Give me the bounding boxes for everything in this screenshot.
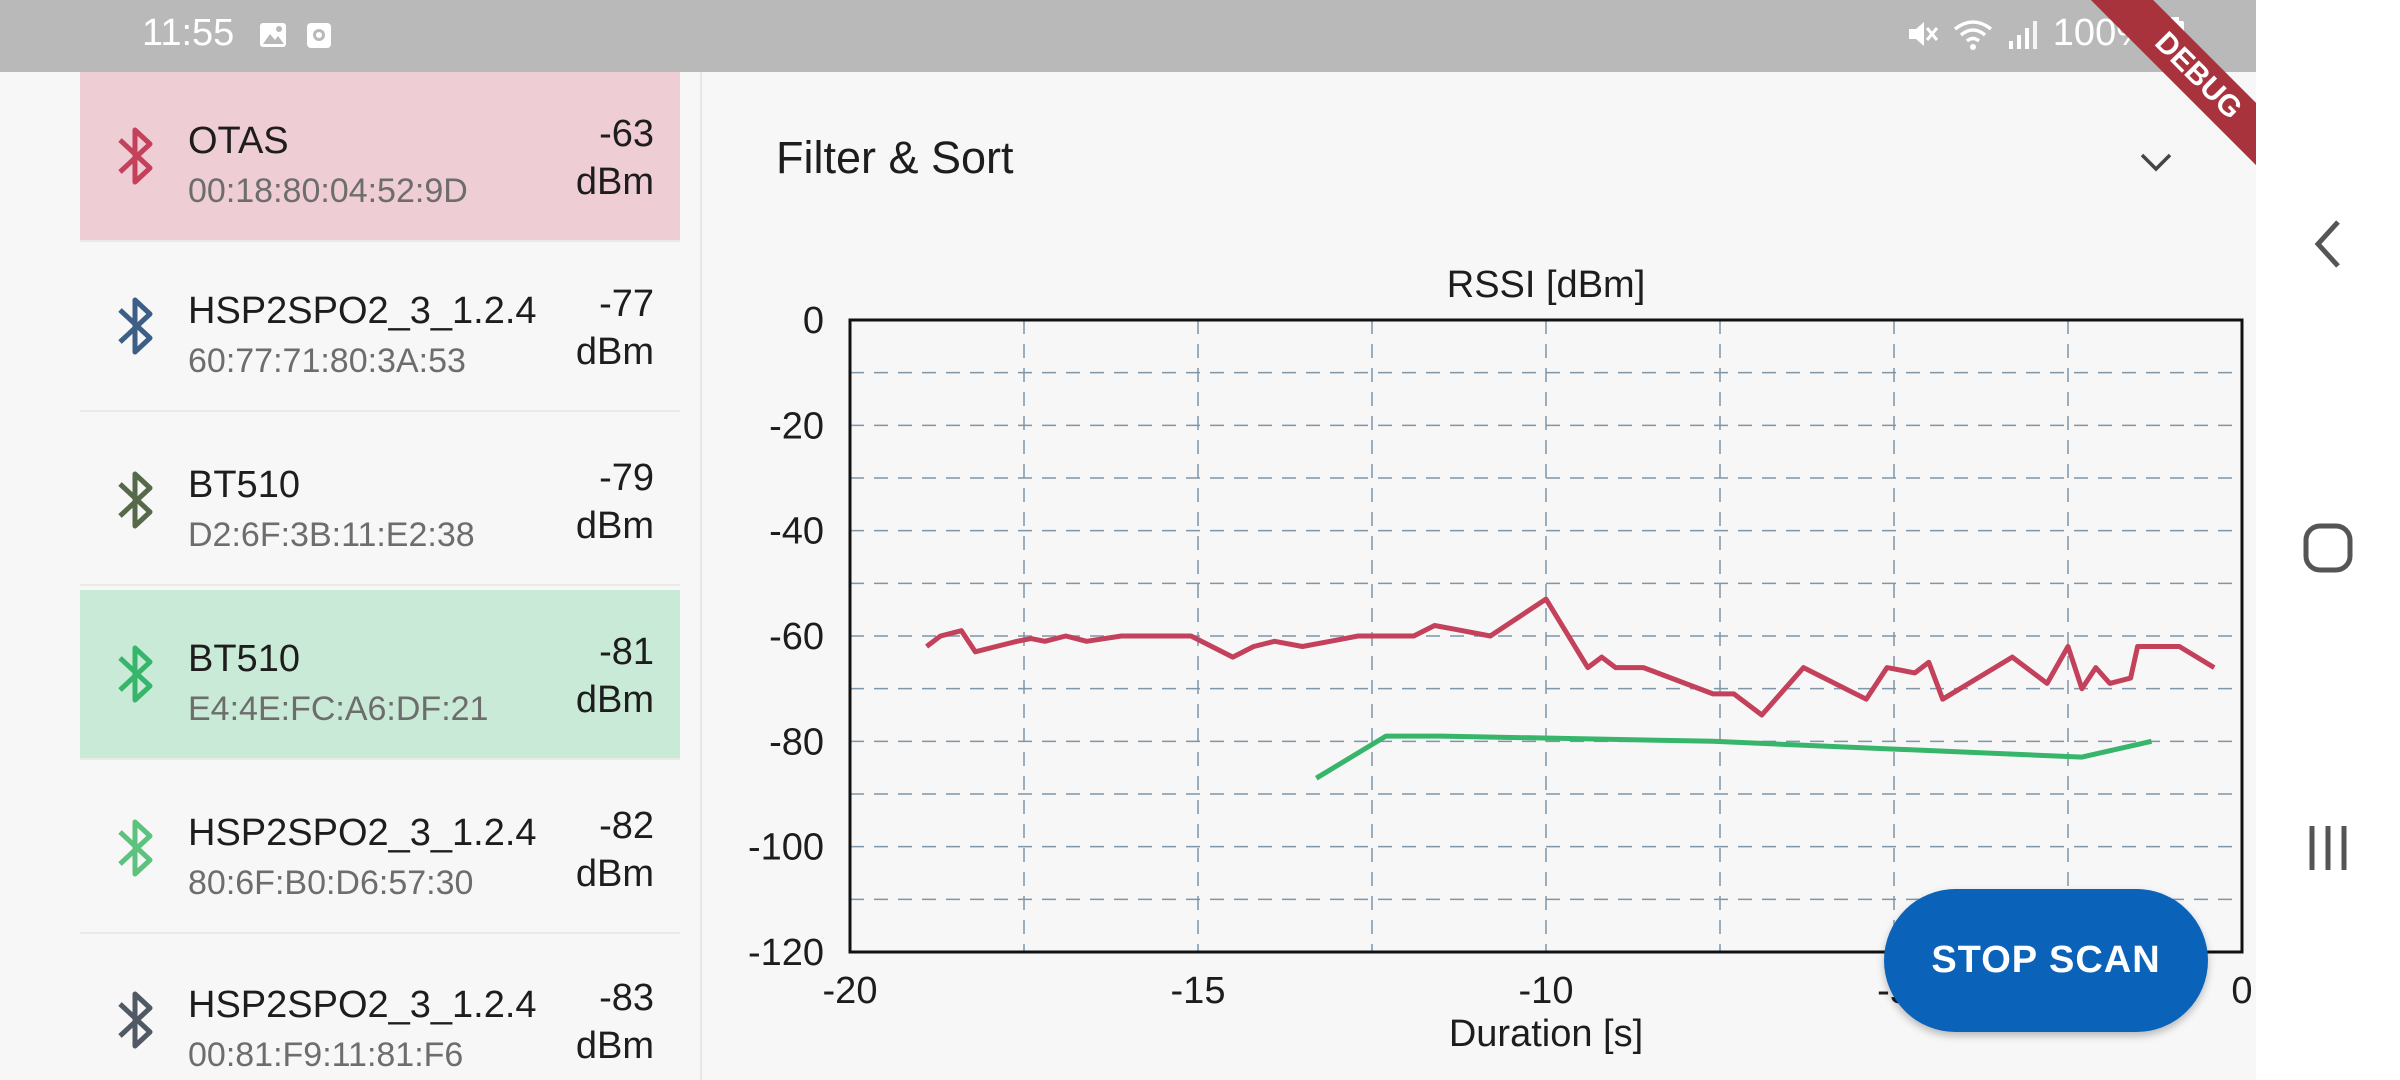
device-row[interactable]: HSP2SPO2_3_1.2.4 80:6F:B0:D6:57:30 -82 dBm xyxy=(80,764,680,934)
chart-title: RSSI [dBm] xyxy=(1447,264,1646,306)
home-icon[interactable] xyxy=(2292,512,2364,584)
bluetooth-icon xyxy=(118,645,153,703)
rssi-unit: dBm xyxy=(575,505,654,547)
device-rssi: -79 dBm xyxy=(576,454,654,550)
record-icon xyxy=(307,23,331,48)
y-tick-label: -80 xyxy=(769,721,824,763)
rssi-value: -63 xyxy=(599,113,654,155)
x-axis-label: Duration [s] xyxy=(1449,1013,1643,1055)
rssi-value: -79 xyxy=(599,457,654,499)
recent-apps-icon[interactable] xyxy=(2292,818,2364,878)
device-address: 00:81:F9:11:81:F6 xyxy=(188,1036,464,1074)
device-name: HSP2SPO2_3_1.2.4 xyxy=(188,290,537,332)
mute-icon xyxy=(1908,21,1938,46)
device-address: E4:4E:FC:A6:DF:21 xyxy=(188,690,489,728)
rssi-unit: dBm xyxy=(575,161,654,203)
x-tick-label: -20 xyxy=(823,970,878,1012)
device-name: BT510 xyxy=(188,464,300,506)
device-list[interactable]: OTAS 00:18:80:04:52:9D -63 dBm HSP2SPO2_3_1.… xyxy=(0,72,702,1080)
back-icon[interactable] xyxy=(2292,214,2364,274)
y-tick-label: -40 xyxy=(769,511,824,553)
device-name: OTAS xyxy=(188,120,289,162)
device-name: HSP2SPO2_3_1.2.4 xyxy=(188,812,537,854)
rssi-chart: 0-20-40-60-80-100-120-20-15-10-50RSSI [d… xyxy=(748,264,2253,1055)
bluetooth-icon xyxy=(118,471,153,529)
device-row[interactable]: HSP2SPO2_3_1.2.4 60:77:71:80:3A:53 -77 dBm xyxy=(80,242,680,412)
device-rssi: -77 dBm xyxy=(576,280,654,376)
device-address: 60:77:71:80:3A:53 xyxy=(188,342,466,380)
device-name: HSP2SPO2_3_1.2.4 xyxy=(188,984,537,1026)
series-line-0 xyxy=(925,596,2216,718)
rssi-unit: dBm xyxy=(575,853,654,895)
device-row[interactable]: HSP2SPO2_3_1.2.4 00:81:F9:11:81:F6 -83 dBm xyxy=(80,936,680,1080)
device-row[interactable]: BT510 D2:6F:3B:11:E2:38 -79 dBm xyxy=(80,416,680,586)
device-rssi: -81 dBm xyxy=(576,628,654,724)
series-line-1 xyxy=(1315,733,2153,781)
x-tick-label: 0 xyxy=(2231,970,2252,1012)
debug-ribbon: DEBUG xyxy=(2069,0,2256,180)
y-tick-label: -100 xyxy=(748,827,824,869)
bluetooth-icon xyxy=(118,819,153,877)
wifi-icon xyxy=(1953,19,1992,50)
device-row[interactable]: OTAS 00:18:80:04:52:9D -63 dBm xyxy=(80,72,680,242)
y-tick-label: -120 xyxy=(748,932,824,974)
device-rssi: -63 dBm xyxy=(576,110,654,206)
plot-border xyxy=(848,318,2244,954)
rssi-value: -83 xyxy=(599,977,654,1019)
y-tick-label: -60 xyxy=(769,616,824,658)
bluetooth-icon xyxy=(118,991,153,1049)
device-rssi: -82 dBm xyxy=(576,802,654,898)
device-rssi: -83 dBm xyxy=(576,974,654,1070)
rssi-value: -82 xyxy=(599,805,654,847)
filter-sort-title[interactable]: Filter & Sort xyxy=(776,132,1014,183)
bluetooth-icon xyxy=(118,297,153,355)
y-tick-label: -20 xyxy=(769,405,824,447)
device-row[interactable]: BT510 E4:4E:FC:A6:DF:21 -81 dBm xyxy=(80,590,680,760)
status-time: 11:55 xyxy=(142,12,235,54)
rssi-value: -77 xyxy=(599,283,654,325)
bluetooth-icon xyxy=(118,127,153,185)
device-address: 80:6F:B0:D6:57:30 xyxy=(188,864,474,902)
signal-icon xyxy=(2008,20,2037,49)
rssi-unit: dBm xyxy=(575,679,654,721)
rssi-unit: dBm xyxy=(575,1025,654,1067)
device-address: D2:6F:3B:11:E2:38 xyxy=(188,516,475,554)
rssi-value: -81 xyxy=(599,631,654,673)
device-name: BT510 xyxy=(188,638,300,680)
chevron-down-icon[interactable] xyxy=(2136,142,2176,182)
status-bar: 11:55 xyxy=(0,0,2256,72)
x-tick-label: -15 xyxy=(1171,970,1226,1012)
debug-ribbon-clip: DEBUG xyxy=(2056,0,2256,180)
device-address: 00:18:80:04:52:9D xyxy=(188,172,468,210)
navigation-bar xyxy=(2256,0,2400,1080)
stop-scan-button[interactable]: STOP SCAN xyxy=(1884,889,2208,1032)
rssi-unit: dBm xyxy=(575,331,654,373)
y-tick-label: 0 xyxy=(803,300,824,342)
x-tick-label: -10 xyxy=(1519,970,1574,1012)
image-icon xyxy=(260,23,286,47)
